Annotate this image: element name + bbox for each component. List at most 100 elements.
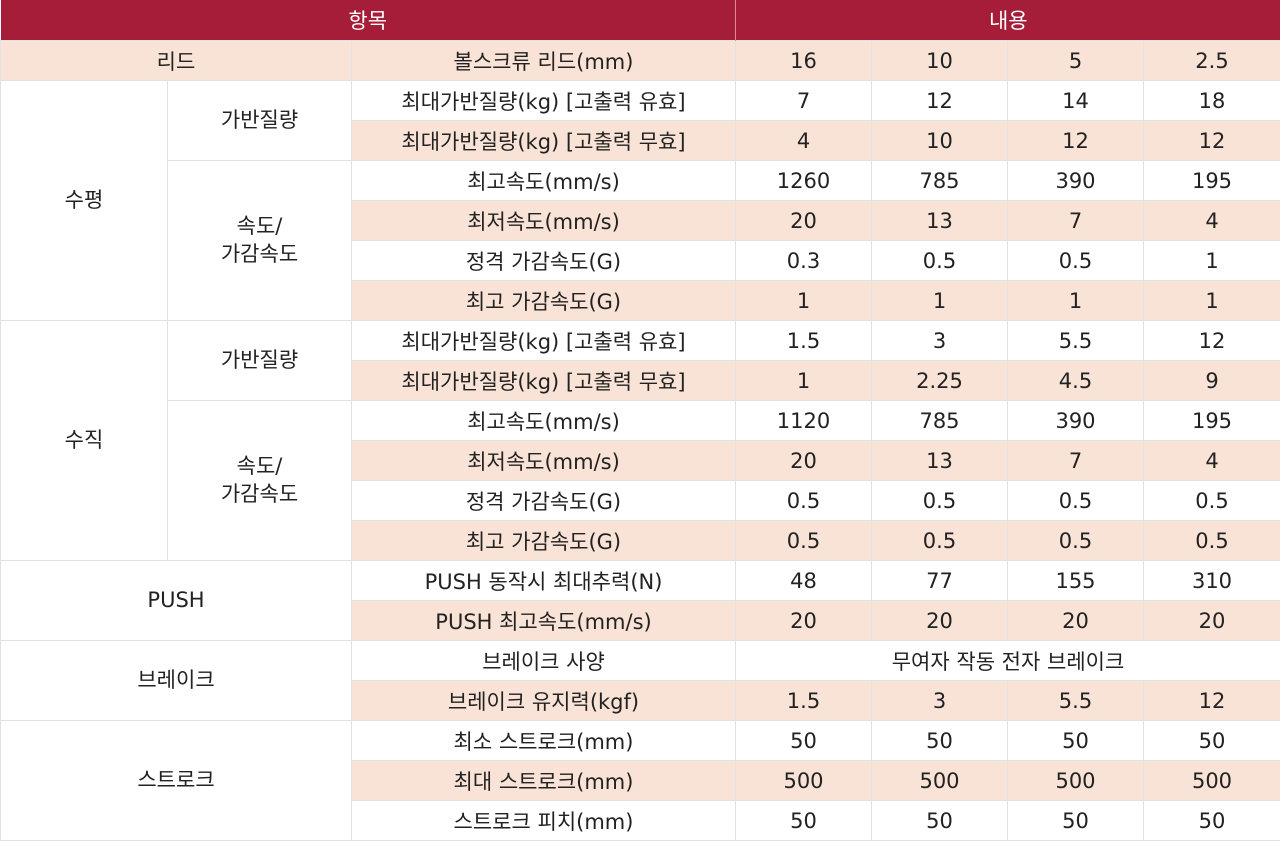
value-cell: 3 (871, 320, 1008, 361)
row-push-1: PUSH PUSH 동작시 최대추력(N) 48 77 155 310 (0, 560, 1280, 641)
row-label: 최대가반질량(kg) [고출력 유효] (351, 320, 736, 361)
value-cell: 1 (871, 280, 1008, 321)
row-label: 정격 가감속도(G) (351, 240, 736, 281)
value-cell: 7 (1007, 200, 1144, 241)
row-label: 브레이크 사양 (351, 640, 736, 681)
value-cell: 20 (1142, 600, 1280, 641)
value-cell: 500 (735, 760, 872, 801)
row-horizontal-speed-4: 최고 가감속도(G) 1 1 1 1 (1, 280, 1280, 321)
value-cell: 12 (1142, 320, 1280, 361)
value-cell: 4 (1142, 440, 1280, 481)
value-cell: 1 (735, 360, 872, 401)
value-cell: 4 (735, 120, 872, 161)
group-push: PUSH (0, 560, 352, 641)
row-stroke-1: 스트로크 최소 스트로크(mm) 50 50 50 50 (0, 720, 1280, 841)
group-brake: 브레이크 (0, 640, 352, 721)
row-horizontal-speed-1: 속도/ 가감속도 최고속도(mm/s) 1260 785 390 195 (1, 160, 1280, 321)
value-cell: 48 (735, 560, 872, 601)
header-item: 항목 (0, 0, 736, 41)
row-label: PUSH 동작시 최대추력(N) (351, 560, 736, 601)
value-cell: 12 (1142, 680, 1280, 721)
value-cell: 50 (735, 720, 872, 761)
value-cell: 1.5 (735, 320, 872, 361)
value-cell: 10 (871, 120, 1008, 161)
subgroup-label-line2: 가감속도 (220, 241, 299, 266)
value-cell: 1.5 (735, 680, 872, 721)
row-label: 브레이크 유지력(kgf) (351, 680, 736, 721)
value-cell: 13 (871, 200, 1008, 241)
group-horizontal: 수평 (0, 80, 168, 321)
row-vertical-speed-1: 속도/ 가감속도 최고속도(mm/s) 1120 785 390 195 (1, 400, 1280, 561)
value-cell: 0.5 (735, 520, 872, 561)
value-cell: 1260 (735, 160, 872, 201)
value-cell: 0.5 (871, 240, 1008, 281)
value-cell: 155 (1007, 560, 1144, 601)
row-label: 최저속도(mm/s) (351, 440, 736, 481)
value-cell: 20 (735, 200, 872, 241)
value-cell: 785 (871, 160, 1008, 201)
row-horizontal-speed-2: 최저속도(mm/s) 20 13 7 4 (1, 200, 1280, 241)
row-label: 최고속도(mm/s) (351, 160, 736, 201)
value-cell: 4 (1142, 200, 1280, 241)
value-cell: 50 (871, 800, 1008, 841)
row-stroke-3: 스트로크 피치(mm) 50 50 50 50 (1, 800, 1280, 841)
value-cell: 0.5 (1007, 240, 1144, 281)
row-label: 스트로크 피치(mm) (351, 800, 736, 841)
row-horizontal-payload-2: 최대가반질량(kg) [고출력 무효] 4 10 12 12 (1, 120, 1280, 161)
row-label: 최고 가감속도(G) (351, 520, 736, 561)
value-cell: 1120 (735, 400, 872, 441)
value-cell: 50 (1142, 800, 1280, 841)
value-cell: 390 (1007, 400, 1144, 441)
value-cell: 0.5 (735, 480, 872, 521)
value-cell: 77 (871, 560, 1008, 601)
value-cell: 1 (1007, 280, 1144, 321)
value-cell: 0.5 (1007, 480, 1144, 521)
value-cell: 50 (1142, 720, 1280, 761)
value-cell: 16 (735, 40, 872, 81)
value-cell: 7 (735, 80, 872, 121)
value-cell: 9 (1142, 360, 1280, 401)
value-cell: 12 (1142, 120, 1280, 161)
subgroup-vertical-payload: 가반질량 (167, 320, 352, 401)
row-label: 최대가반질량(kg) [고출력 무효] (351, 360, 736, 401)
value-cell: 1 (1142, 280, 1280, 321)
value-cell: 195 (1142, 160, 1280, 201)
value-cell: 2.5 (1142, 40, 1280, 81)
value-cell: 195 (1142, 400, 1280, 441)
value-cell: 1 (1142, 240, 1280, 281)
value-cell: 0.5 (871, 520, 1008, 561)
value-cell: 4.5 (1007, 360, 1144, 401)
value-cell: 0.5 (1142, 480, 1280, 521)
row-push-2: PUSH 최고속도(mm/s) 20 20 20 20 (1, 600, 1280, 641)
value-cell: 5.5 (1007, 680, 1144, 721)
value-cell: 0.3 (735, 240, 872, 281)
row-label: 최대가반질량(kg) [고출력 무효] (351, 120, 736, 161)
row-vertical-payload-2: 최대가반질량(kg) [고출력 무효] 1 2.25 4.5 9 (1, 360, 1280, 401)
value-cell: 0.5 (871, 480, 1008, 521)
group-vertical: 수직 (0, 320, 168, 561)
value-cell: 12 (871, 80, 1008, 121)
row-label: 최대가반질량(kg) [고출력 유효] (351, 80, 736, 121)
value-cell: 20 (735, 600, 872, 641)
subgroup-label-line2: 가감속도 (220, 481, 299, 506)
brake-spec-value: 무여자 작동 전자 브레이크 (734, 640, 1280, 681)
subgroup-label-line1: 속도/ (236, 214, 283, 239)
value-cell: 50 (871, 720, 1008, 761)
group-stroke: 스트로크 (0, 720, 352, 841)
value-cell: 20 (871, 600, 1008, 641)
value-cell: 18 (1142, 80, 1280, 121)
row-label: 정격 가감속도(G) (351, 480, 736, 521)
row-vertical-speed-4: 최고 가감속도(G) 0.5 0.5 0.5 0.5 (1, 520, 1280, 561)
value-cell: 785 (871, 400, 1008, 441)
value-cell: 3 (871, 680, 1008, 721)
row-vertical-speed-3: 정격 가감속도(G) 0.5 0.5 0.5 0.5 (1, 480, 1280, 521)
value-cell: 50 (1007, 720, 1144, 761)
value-cell: 0.5 (1007, 520, 1144, 561)
row-brake-holding: 브레이크 유지력(kgf) 1.5 3 5.5 12 (1, 680, 1280, 721)
value-cell: 500 (1007, 760, 1144, 801)
value-cell: 2.25 (871, 360, 1008, 401)
row-vertical-payload-1: 수직 가반질량 최대가반질량(kg) [고출력 유효] 1.5 3 5.5 12 (0, 320, 1280, 561)
value-cell: 20 (735, 440, 872, 481)
subgroup-horizontal-speed: 속도/ 가감속도 (167, 160, 352, 321)
row-label: 최대 스트로크(mm) (351, 760, 736, 801)
